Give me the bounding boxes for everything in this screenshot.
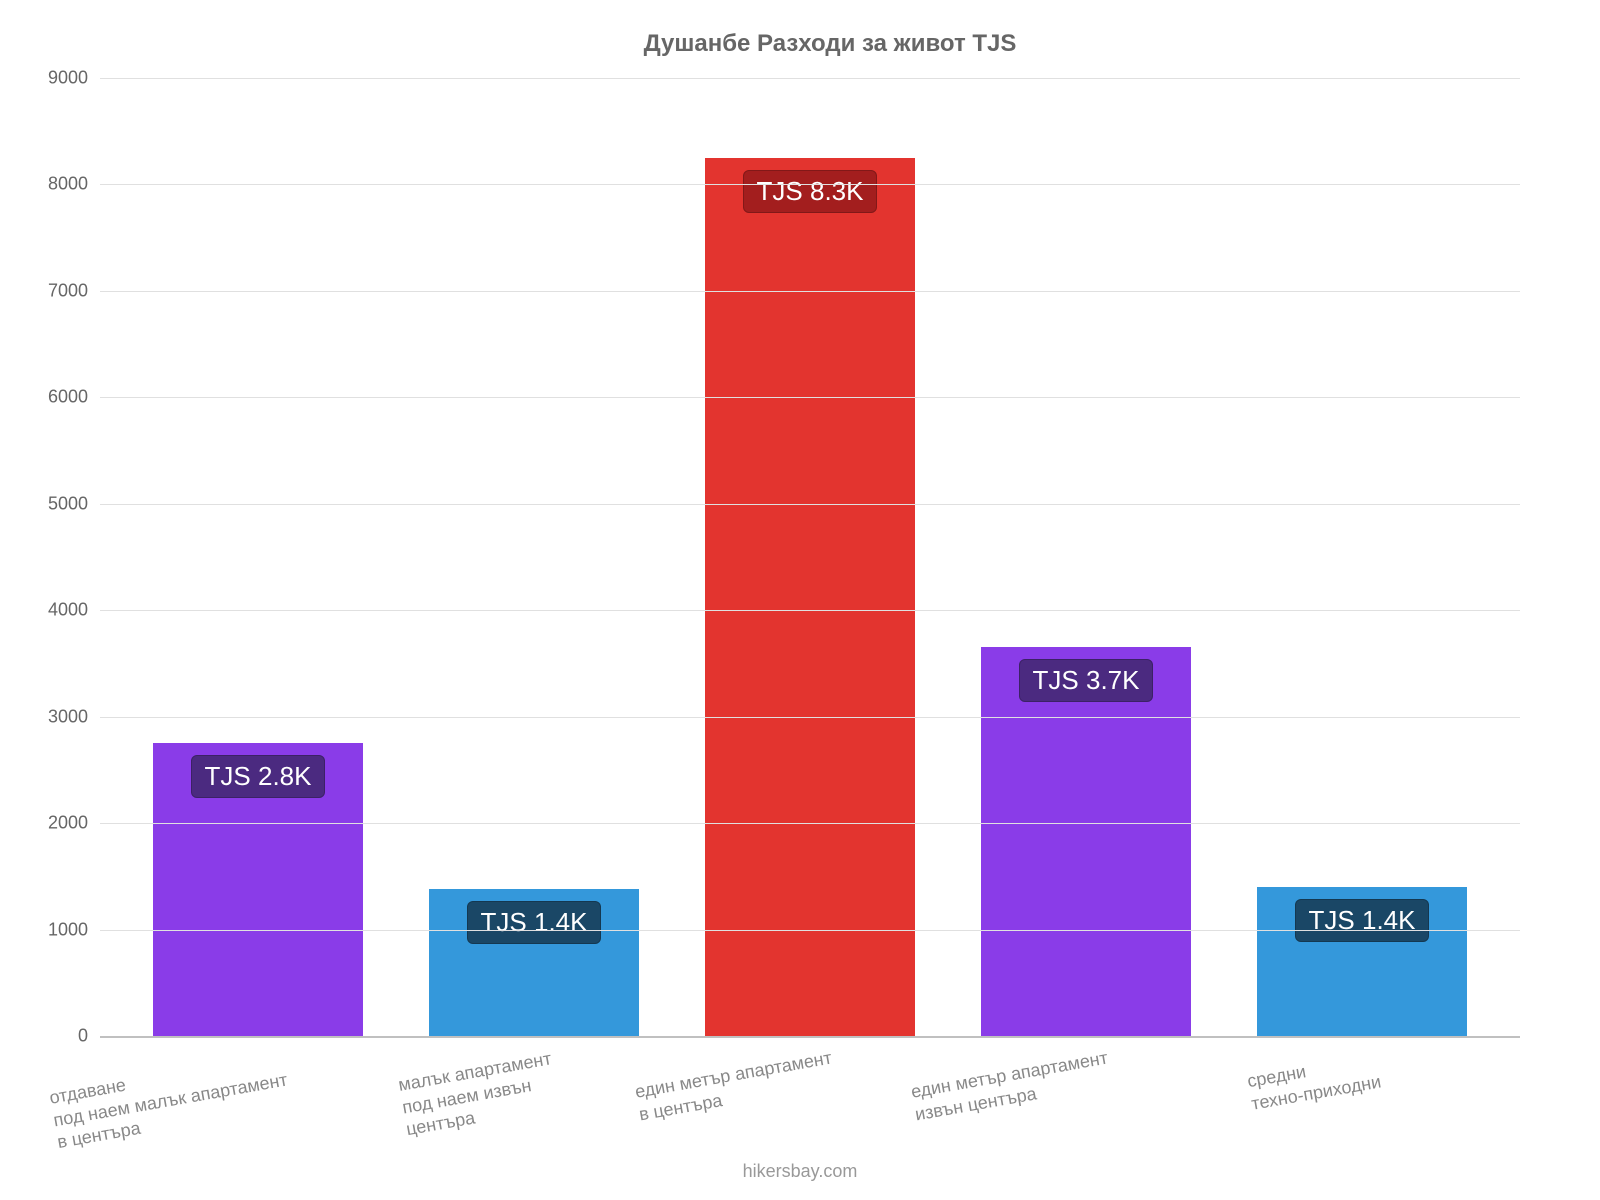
gridline [100,504,1520,505]
bar-slot: TJS 2.8K [120,78,396,1036]
bar-slot: TJS 8.3K [672,78,948,1036]
gridline [100,78,1520,79]
y-tick-label: 4000 [48,600,100,621]
bar-value-label: TJS 8.3K [743,170,878,213]
x-axis-label: един метър апартаментв центъра [633,1047,837,1126]
bar: TJS 8.3K [705,158,915,1036]
x-axis-label: отдаванепод наем малък апартаментв центъ… [48,1046,293,1154]
y-tick-label: 7000 [48,280,100,301]
plot-area: TJS 2.8K TJS 1.4K TJS 8.3K TJS 3.7K TJS 1.4K… [100,78,1520,1038]
gridline [100,823,1520,824]
bar: TJS 3.7K [981,647,1191,1036]
y-tick-label: 6000 [48,387,100,408]
y-tick-label: 5000 [48,493,100,514]
bar: TJS 2.8K [153,743,363,1036]
bar-value-label: TJS 3.7K [1019,659,1154,702]
y-tick-label: 8000 [48,174,100,195]
x-axis-label: един метър апартаментизвън центъра [909,1047,1113,1126]
bar-slot: TJS 1.4K [1224,78,1500,1036]
x-axis-label: среднитехно-приходни [1246,1048,1383,1115]
bar-value-label: TJS 1.4K [467,901,602,944]
bar-value-label: TJS 2.8K [191,755,326,798]
bar: TJS 1.4K [429,889,639,1036]
x-axis-label: малък апартаментпод наем извънцентъра [397,1047,561,1140]
bar-slot: TJS 3.7K [948,78,1224,1036]
y-tick-label: 0 [78,1026,100,1047]
gridline [100,397,1520,398]
y-tick-label: 3000 [48,706,100,727]
y-tick-label: 2000 [48,813,100,834]
chart-container: Душанбе Разходи за живот TJS TJS 2.8KTJS… [0,0,1600,1200]
gridline [100,184,1520,185]
gridline [100,291,1520,292]
bars-row: TJS 2.8K TJS 1.4K TJS 8.3K TJS 3.7K TJS 1.4K [100,78,1520,1036]
chart-title: Душанбе Разходи за живот TJS [100,30,1560,58]
bar: TJS 1.4K [1257,887,1467,1036]
gridline [100,610,1520,611]
bar-slot: TJS 1.4K [396,78,672,1036]
footer-attribution: hikersbay.com [0,1161,1600,1182]
y-tick-label: 9000 [48,68,100,89]
gridline [100,930,1520,931]
y-tick-label: 1000 [48,919,100,940]
gridline [100,717,1520,718]
bar-value-label: TJS 1.4K [1295,899,1430,942]
